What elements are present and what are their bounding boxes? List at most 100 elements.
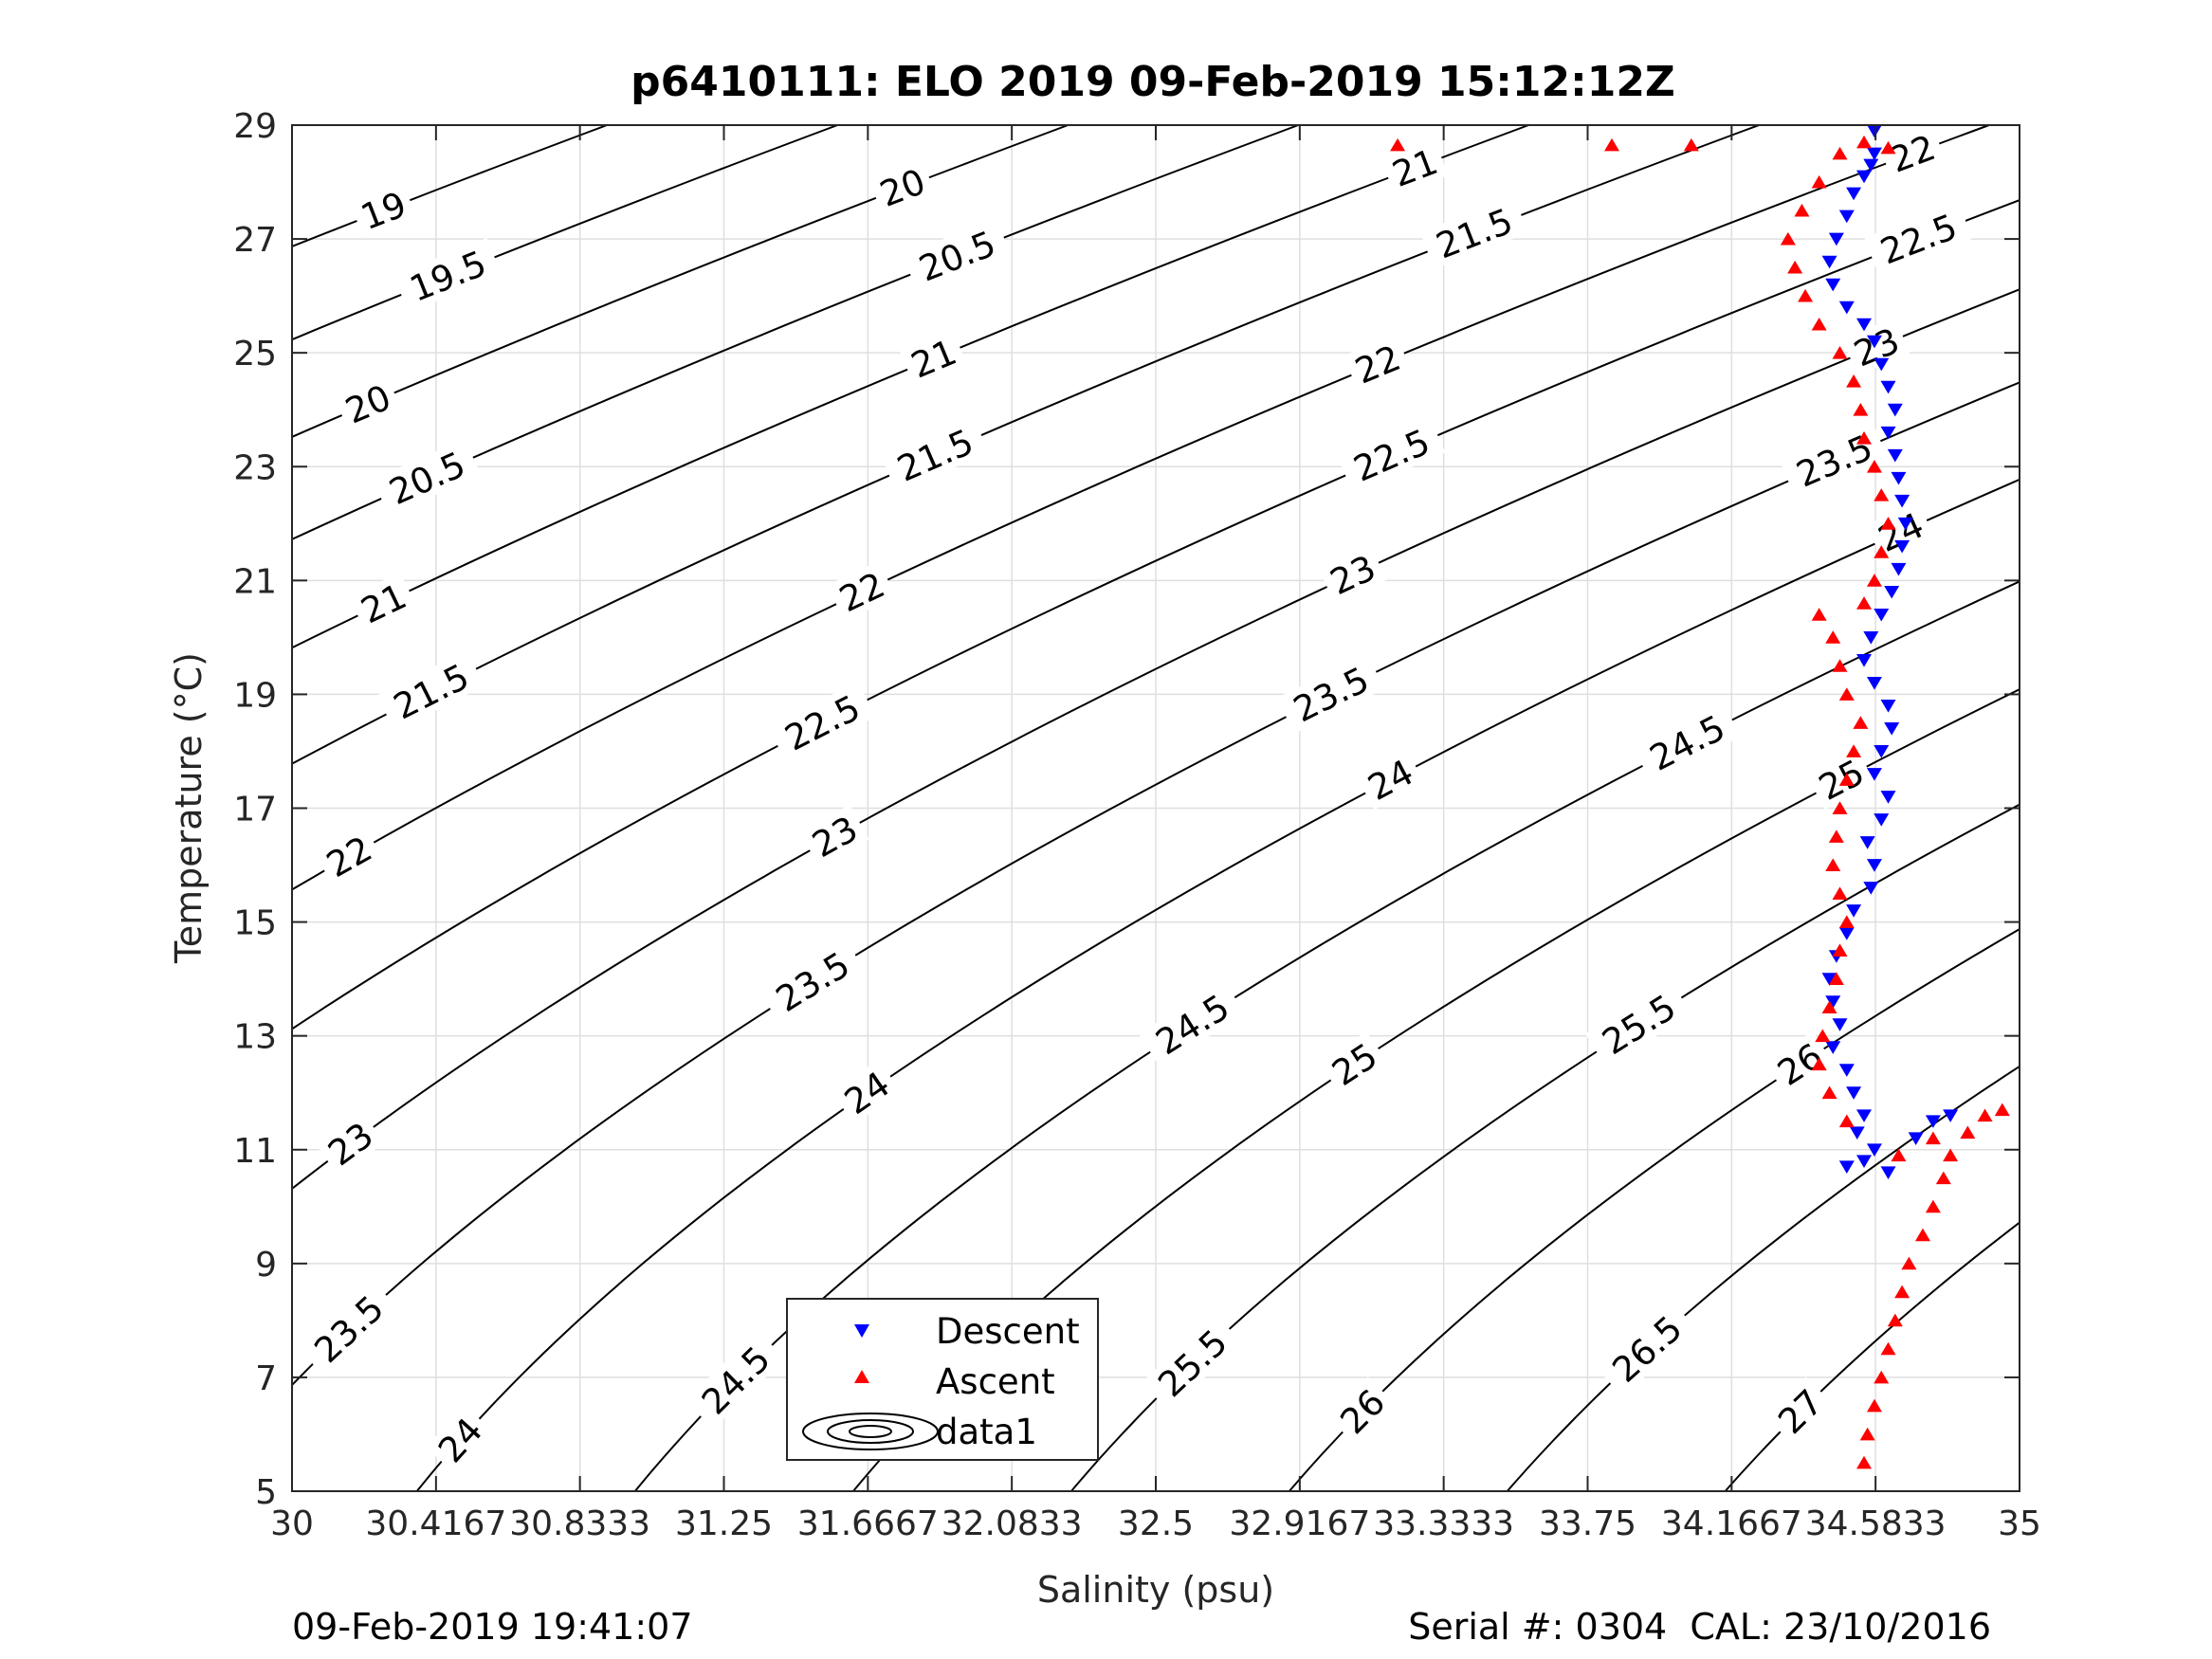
x-tick-label: 32.5 [1118, 1504, 1194, 1543]
point-descent [1866, 768, 1882, 781]
y-tick-label: 25 [233, 335, 277, 374]
contour-line-19.5 [292, 125, 841, 341]
point-ascent [1874, 1370, 1890, 1384]
x-tick-label: 30.8333 [509, 1504, 650, 1543]
contour-label-bg [685, 1330, 785, 1430]
point-descent [1846, 904, 1862, 918]
point-descent [1874, 357, 1890, 372]
x-tick-label: 34.5833 [1805, 1504, 1947, 1543]
point-descent [1897, 517, 1913, 531]
contour-label-bg [1319, 1030, 1389, 1096]
point-descent [1866, 147, 1882, 161]
point-ascent [1891, 1148, 1907, 1162]
x-axis-ticks: 30 30.4167 30.8333 31.25 31.6667 32.0833 32.5 3… [270, 125, 2041, 1543]
contour-label-group: 26.5 [1596, 1300, 1697, 1397]
point-ascent [1866, 1398, 1882, 1413]
contour-label-bg [1764, 1030, 1835, 1096]
y-axis-label: Temperature (°C) [168, 652, 210, 964]
point-ascent [1838, 773, 1855, 786]
contour-label-bg [1878, 123, 1947, 182]
contour-line-21 [292, 125, 1532, 649]
point-descent [1849, 1126, 1865, 1139]
contour-line-24 [415, 478, 2020, 1491]
legend-descent-marker [854, 1324, 869, 1338]
contour-label-group: 20.5 [903, 218, 1012, 293]
point-descent [1863, 158, 1879, 173]
point-ascent [1914, 1228, 1930, 1242]
contour-label-group: 21 [1380, 137, 1449, 196]
point-ascent [1901, 1256, 1917, 1270]
contour-label: 24 [430, 1410, 490, 1470]
contour-label-bg [1142, 1313, 1243, 1412]
density-contours [292, 125, 2020, 1491]
point-ascent [1925, 1199, 1941, 1213]
point-descent [1846, 187, 1862, 201]
contour-label-group: 20.5 [373, 438, 482, 517]
contour-label-group: 23.5 [298, 1279, 399, 1377]
point-descent [1838, 210, 1855, 224]
contour-label-group: 21.5 [1419, 195, 1528, 269]
point-ascent [1887, 1313, 1903, 1327]
y-tick-label: 13 [233, 1018, 277, 1057]
contour-label-bg [425, 1404, 494, 1474]
contour-label-bg [1806, 748, 1875, 811]
point-descent [1866, 677, 1882, 690]
point-ascent [1604, 137, 1620, 152]
point-descent [1863, 630, 1879, 645]
point-descent [1874, 745, 1890, 758]
contour-label-group: 24 [832, 1059, 902, 1125]
y-tick-label: 17 [233, 791, 277, 830]
point-ascent [1821, 1000, 1837, 1014]
contour-label: 20.5 [913, 223, 1000, 289]
contour-label: 25 [1325, 1035, 1384, 1094]
point-descent [1846, 1086, 1862, 1100]
contour-label: 20.5 [383, 444, 471, 513]
contour-label-group: 23.5 [759, 937, 866, 1025]
point-descent [1856, 318, 1873, 332]
point-ascent [1821, 1085, 1837, 1100]
contour-line-20 [292, 125, 1071, 438]
contour-label: 22.5 [778, 687, 867, 759]
x-tick-label: 32.9167 [1229, 1504, 1370, 1543]
point-ascent [1925, 1131, 1941, 1145]
legend-ascent-label: Ascent [936, 1361, 1055, 1402]
point-descent [1825, 995, 1841, 1009]
contour-label-bg [349, 180, 417, 239]
point-descent [1891, 562, 1907, 576]
point-descent [1880, 700, 1896, 713]
x-tick-label: 32.0833 [941, 1504, 1083, 1543]
contour-line-20.5 [292, 125, 1302, 540]
point-descent [1825, 1041, 1841, 1054]
series-ascent [1390, 135, 2010, 1469]
point-ascent [1390, 137, 1406, 152]
point-ascent [1838, 915, 1855, 928]
point-descent [1856, 1109, 1873, 1122]
point-ascent [1825, 630, 1841, 644]
legend-box [786, 1298, 1099, 1461]
point-descent [1856, 170, 1873, 184]
contour-label-group: 24.5 [1139, 979, 1246, 1068]
point-ascent [1856, 135, 1873, 149]
contour-label: 21.5 [387, 656, 475, 727]
point-descent [1880, 791, 1896, 804]
contour-label-bg [881, 415, 989, 493]
point-ascent [1825, 858, 1841, 871]
y-tick-label: 29 [233, 107, 277, 146]
point-ascent [1856, 431, 1873, 445]
point-descent [1887, 403, 1903, 417]
contour-label-group: 23 [1318, 543, 1387, 605]
point-descent [1891, 471, 1907, 485]
contour-label-group: 21 [348, 572, 418, 633]
contour-label-group: 22.5 [1337, 415, 1446, 493]
point-ascent [1828, 830, 1844, 843]
contour-label-group: 25 [1319, 1030, 1389, 1096]
x-tick-label: 31.6667 [797, 1504, 939, 1543]
point-descent [1943, 1109, 1959, 1122]
contour-label-group: 19 [349, 180, 417, 239]
point-descent [1828, 232, 1844, 246]
legend-ascent-marker [854, 1370, 869, 1383]
legend: Descent Ascent data1 [786, 1298, 1099, 1461]
contour-label-bg [1866, 501, 1935, 561]
point-descent [1859, 836, 1875, 849]
contour-label-bg [827, 560, 896, 622]
